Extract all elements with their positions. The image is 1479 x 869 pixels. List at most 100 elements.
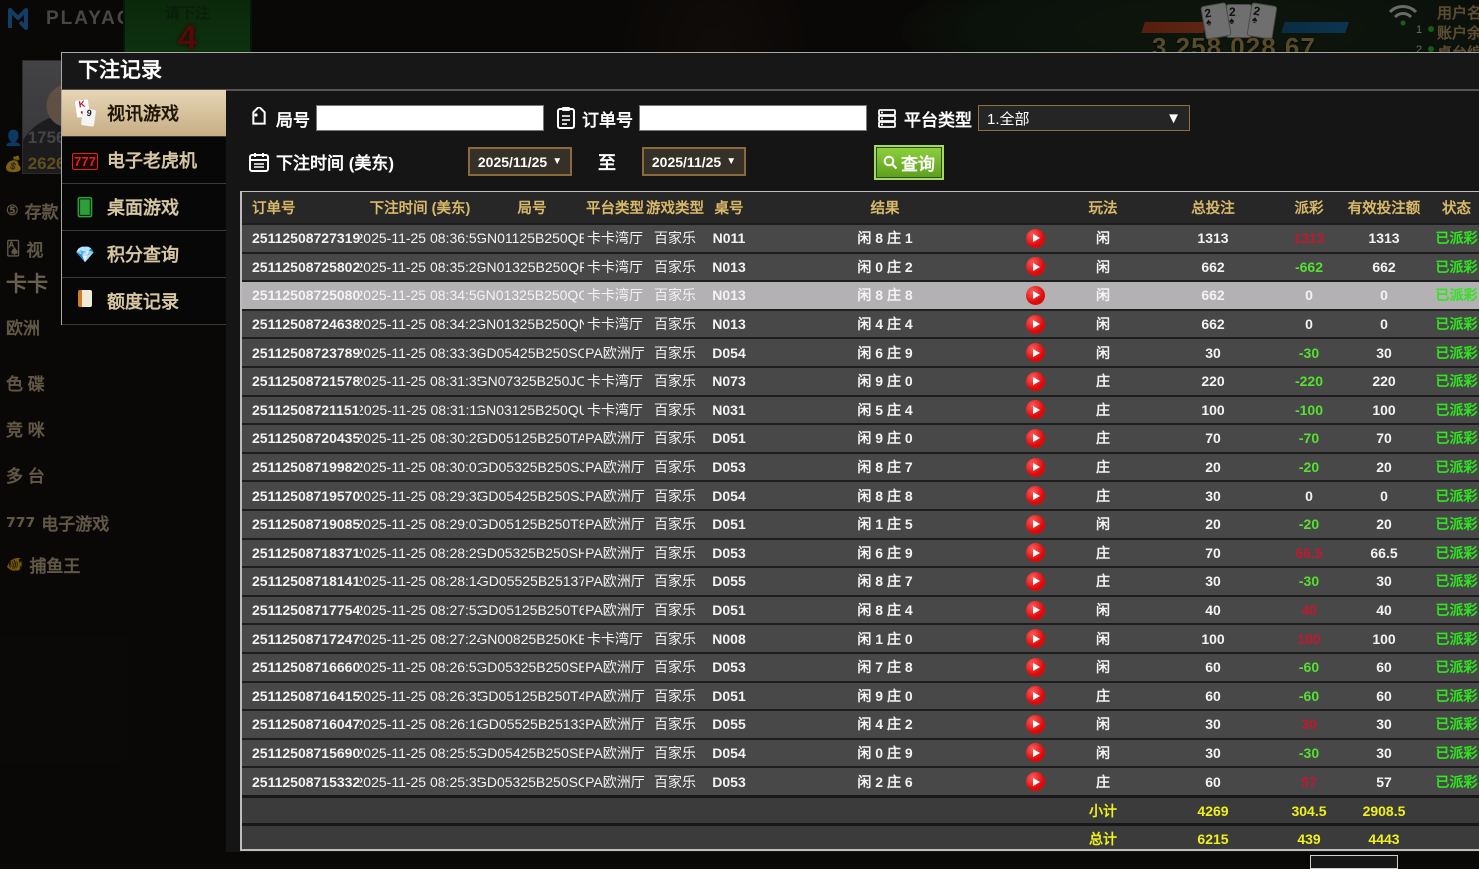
replay-cell bbox=[1016, 368, 1054, 395]
result: 闲 1 庄 0 bbox=[754, 625, 1016, 652]
replay-cell bbox=[1016, 683, 1054, 710]
payout: -60 bbox=[1274, 654, 1344, 681]
play-replay-icon[interactable] bbox=[1026, 686, 1045, 705]
play-replay-icon[interactable] bbox=[1026, 658, 1045, 677]
sidebar-item-diamond[interactable]: 💎积分查询 bbox=[62, 231, 226, 278]
total-bet: 60 bbox=[1152, 654, 1274, 681]
status-badge: 已派彩 bbox=[1424, 625, 1479, 652]
result: 闲 2 庄 6 bbox=[754, 768, 1016, 795]
play-replay-icon[interactable] bbox=[1026, 458, 1045, 477]
platform-type: 卡卡湾厅 bbox=[584, 282, 646, 309]
platform-type: PA欧洲厅 bbox=[584, 597, 646, 624]
payout: -20 bbox=[1274, 511, 1344, 538]
bet-time: 2025-11-25 08:34:50 bbox=[360, 282, 480, 309]
sidebar-item-label: 桌面游戏 bbox=[107, 194, 179, 220]
round-id: GN01325B250QO bbox=[480, 282, 584, 309]
bet-time: 2025-11-25 08:26:53 bbox=[360, 654, 480, 681]
play-replay-icon[interactable] bbox=[1026, 315, 1045, 334]
replay-cell bbox=[1016, 482, 1054, 509]
status-badge: 已派彩 bbox=[1424, 282, 1479, 309]
play-replay-icon[interactable] bbox=[1026, 743, 1045, 762]
platform-type: 卡卡湾厅 bbox=[584, 225, 646, 252]
round-input[interactable] bbox=[316, 105, 544, 131]
play-type: 庄 bbox=[1054, 425, 1152, 452]
game-type: 百家乐 bbox=[646, 711, 704, 738]
play-replay-icon[interactable] bbox=[1026, 286, 1045, 305]
play-type: 闲 bbox=[1054, 339, 1152, 366]
play-replay-icon[interactable] bbox=[1026, 229, 1045, 248]
play-replay-icon[interactable] bbox=[1026, 629, 1045, 648]
search-button[interactable]: 查询 bbox=[876, 147, 942, 178]
status-badge: 已派彩 bbox=[1424, 425, 1479, 452]
column-header: 玩法 bbox=[1054, 192, 1152, 223]
bet-time: 2025-11-25 08:29:07 bbox=[360, 511, 480, 538]
total-bet: 662 bbox=[1152, 282, 1274, 309]
payout: 30 bbox=[1274, 711, 1344, 738]
game-type: 百家乐 bbox=[646, 311, 704, 338]
platform-type: PA欧洲厅 bbox=[584, 540, 646, 567]
sidebar-item-table-games[interactable]: 🂠桌面游戏 bbox=[62, 184, 226, 231]
play-replay-icon[interactable] bbox=[1026, 257, 1045, 276]
table-number: D053 bbox=[704, 454, 754, 481]
date-to-button[interactable]: 2025/11/25 ▼ bbox=[642, 147, 746, 176]
play-replay-icon[interactable] bbox=[1026, 515, 1045, 534]
result: 闲 8 庄 7 bbox=[754, 568, 1016, 595]
column-header: 桌号 bbox=[704, 192, 754, 223]
platform-type: PA欧洲厅 bbox=[584, 425, 646, 452]
play-replay-icon[interactable] bbox=[1026, 400, 1045, 419]
play-replay-icon[interactable] bbox=[1026, 543, 1045, 562]
column-header: 有效投注额 bbox=[1344, 192, 1424, 223]
platform-select[interactable]: 1.全部 ▼ bbox=[978, 105, 1190, 131]
modal-title-bar: 下注记录 bbox=[61, 52, 1479, 90]
order-input[interactable] bbox=[639, 105, 867, 131]
round-id: GN03125B250QU bbox=[480, 397, 584, 424]
pagination-box-partial bbox=[1310, 855, 1398, 869]
play-replay-icon[interactable] bbox=[1026, 429, 1045, 448]
spacer bbox=[242, 798, 360, 824]
order-id: 251125087153328 bbox=[242, 768, 360, 795]
order-id: 251125087164150 bbox=[242, 683, 360, 710]
valid-bet: 57 bbox=[1344, 768, 1424, 795]
valid-bet: 220 bbox=[1344, 368, 1424, 395]
modal-title: 下注记录 bbox=[78, 59, 162, 82]
round-id: GN01125B250QE bbox=[480, 225, 584, 252]
table-number: D055 bbox=[704, 568, 754, 595]
play-type: 闲 bbox=[1054, 625, 1152, 652]
play-replay-icon[interactable] bbox=[1026, 772, 1045, 791]
chevron-down-icon: ▼ bbox=[726, 156, 736, 167]
date-from-button[interactable]: 2025/11/25 ▼ bbox=[468, 147, 572, 176]
play-replay-icon[interactable] bbox=[1026, 715, 1045, 734]
play-replay-icon[interactable] bbox=[1026, 372, 1045, 391]
play-replay-icon[interactable] bbox=[1026, 572, 1045, 591]
sidebar-item-document[interactable]: 额度记录 bbox=[62, 278, 226, 325]
status-badge: 已派彩 bbox=[1424, 339, 1479, 366]
play-replay-icon[interactable] bbox=[1026, 486, 1045, 505]
play-replay-icon[interactable] bbox=[1026, 343, 1045, 362]
round-id: GN07325B250JO bbox=[480, 368, 584, 395]
total-bet: 30 bbox=[1152, 568, 1274, 595]
play-replay-icon[interactable] bbox=[1026, 601, 1045, 620]
table-number: D054 bbox=[704, 482, 754, 509]
